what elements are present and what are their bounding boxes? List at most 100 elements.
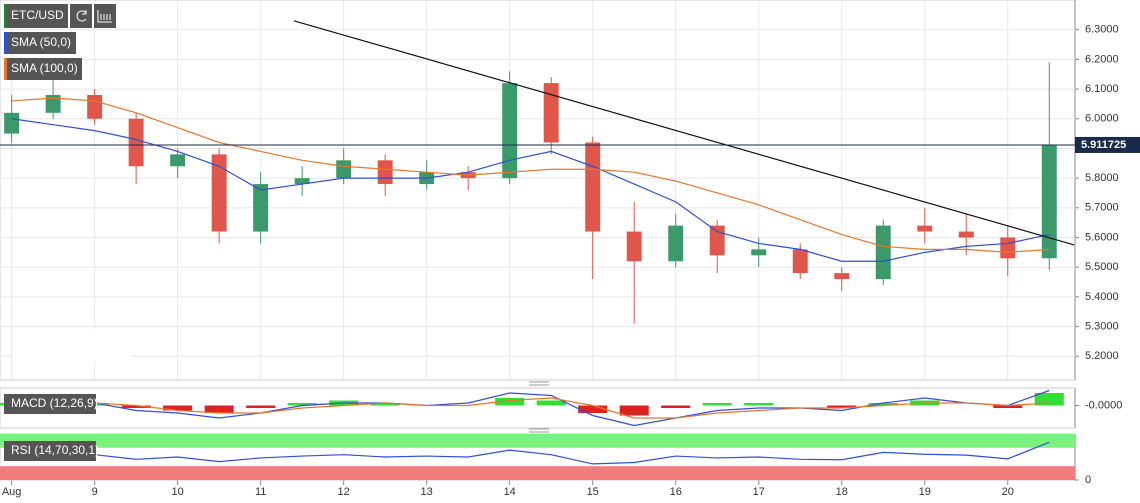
candle-body	[751, 249, 767, 256]
y-tick-label: 5.2000	[1085, 350, 1119, 362]
y-tick-label: 6.3000	[1085, 24, 1119, 36]
legend-label: SMA (100,0)	[11, 61, 78, 75]
symbol-box[interactable]	[4, 4, 68, 28]
macd-line	[11, 397, 1050, 419]
y-tick-label: 5.5000	[1085, 261, 1119, 273]
macd-title: MACD (12,26,9)	[11, 396, 98, 410]
x-tick-label: 11	[255, 486, 266, 498]
candle-body	[294, 178, 310, 185]
price-label: 5.911725	[1081, 139, 1126, 151]
price-tag	[1075, 136, 1140, 153]
y-tick-label: -0.0000	[1085, 399, 1122, 411]
x-tick-label: 17	[753, 486, 765, 498]
candle-body	[87, 95, 103, 119]
x-tick-label: 20	[1002, 486, 1014, 498]
histogram-bar	[1034, 393, 1064, 406]
histogram-bar	[536, 400, 566, 406]
x-tick-label: 10	[172, 486, 184, 498]
histogram-bar	[661, 405, 691, 408]
settings-icon	[97, 10, 112, 23]
rsi-title: RSI (14,70,30,1)	[11, 443, 99, 457]
symbol-title: ETC/USD	[11, 8, 64, 22]
legend-box[interactable]	[4, 58, 82, 80]
candle-body	[253, 184, 269, 232]
legend-swatch	[4, 58, 7, 80]
rsi-line	[11, 441, 1050, 465]
x-tick-label: 18	[836, 486, 848, 498]
histogram-bar	[495, 398, 525, 406]
histogram-bar	[619, 405, 649, 416]
legend-swatch	[4, 32, 7, 54]
candle-body	[128, 118, 144, 167]
sma-line	[11, 118, 1050, 262]
macd-line	[11, 389, 1050, 427]
candle-body	[875, 225, 891, 280]
histogram-bar	[868, 403, 898, 406]
legend-box[interactable]	[4, 32, 76, 54]
candle-body	[211, 154, 227, 232]
x-tick-label: 16	[670, 486, 682, 498]
candle-body	[958, 231, 974, 238]
histogram-bar	[702, 403, 732, 406]
refresh-button[interactable]	[70, 4, 92, 28]
band	[0, 434, 1075, 448]
histogram-bar	[246, 405, 276, 408]
candle-body	[45, 95, 61, 113]
candle-body	[502, 83, 518, 179]
sma-line	[11, 97, 1050, 253]
candle-body	[377, 160, 393, 185]
trendline	[293, 20, 1075, 246]
histogram-bar	[204, 405, 234, 413]
candle-body	[4, 112, 20, 134]
candle-body	[585, 142, 601, 232]
candle-body	[336, 160, 352, 179]
y-tick-label: 6.2000	[1085, 53, 1119, 65]
y-tick-label: 6.0000	[1085, 113, 1119, 125]
candle-body	[917, 225, 933, 232]
legend-label: SMA (50,0)	[11, 35, 71, 49]
x-tick-label: 14	[504, 486, 516, 498]
settings-button[interactable]	[94, 4, 116, 28]
macd-title-box[interactable]	[4, 394, 96, 414]
candle-body	[668, 225, 684, 262]
band	[0, 466, 1075, 480]
x-tick-label: 19	[919, 486, 931, 498]
candle-body	[1041, 145, 1057, 259]
x-tick-label: 12	[338, 486, 350, 498]
candle-body	[626, 231, 642, 262]
y-tick-label: 5.4000	[1085, 291, 1119, 303]
symbol-accent	[4, 4, 7, 28]
candle-body	[1000, 237, 1016, 259]
histogram-bar	[744, 403, 774, 406]
candle-body	[834, 273, 850, 280]
panel-handles	[529, 381, 549, 433]
y-tick-label: 5.6000	[1085, 231, 1119, 243]
legend: SMA (50,0) SMA (100,0) MACD (12,26,9) RS…	[4, 32, 99, 461]
refresh-icon	[76, 10, 87, 22]
y-tick-label: 6.1000	[1085, 83, 1119, 95]
x-tick-label: 13	[421, 486, 433, 498]
histogram-bar	[287, 403, 317, 406]
histogram-bar	[121, 405, 151, 408]
x-tick-label: 9	[92, 486, 98, 498]
y-tick-label: 5.8000	[1085, 172, 1119, 184]
candle-body	[170, 154, 186, 167]
symbol-toolbar: ETC/USD	[4, 4, 116, 28]
x-tick-label: Aug	[2, 486, 22, 498]
y-tick-label: 5.7000	[1085, 202, 1119, 214]
y-tick-label: 0	[1085, 474, 1091, 486]
blank-box	[12, 330, 131, 362]
histogram-bar	[370, 403, 400, 406]
histogram-bar	[827, 405, 857, 408]
y-tick-label: 5.3000	[1085, 320, 1119, 332]
x-tick-label: 15	[587, 486, 599, 498]
histogram-bar	[993, 405, 1023, 408]
histogram-bar	[578, 405, 608, 413]
histogram-bar	[163, 405, 193, 411]
rsi-title-box[interactable]	[4, 441, 96, 461]
candle-body	[543, 83, 559, 143]
candle-body	[792, 249, 808, 274]
